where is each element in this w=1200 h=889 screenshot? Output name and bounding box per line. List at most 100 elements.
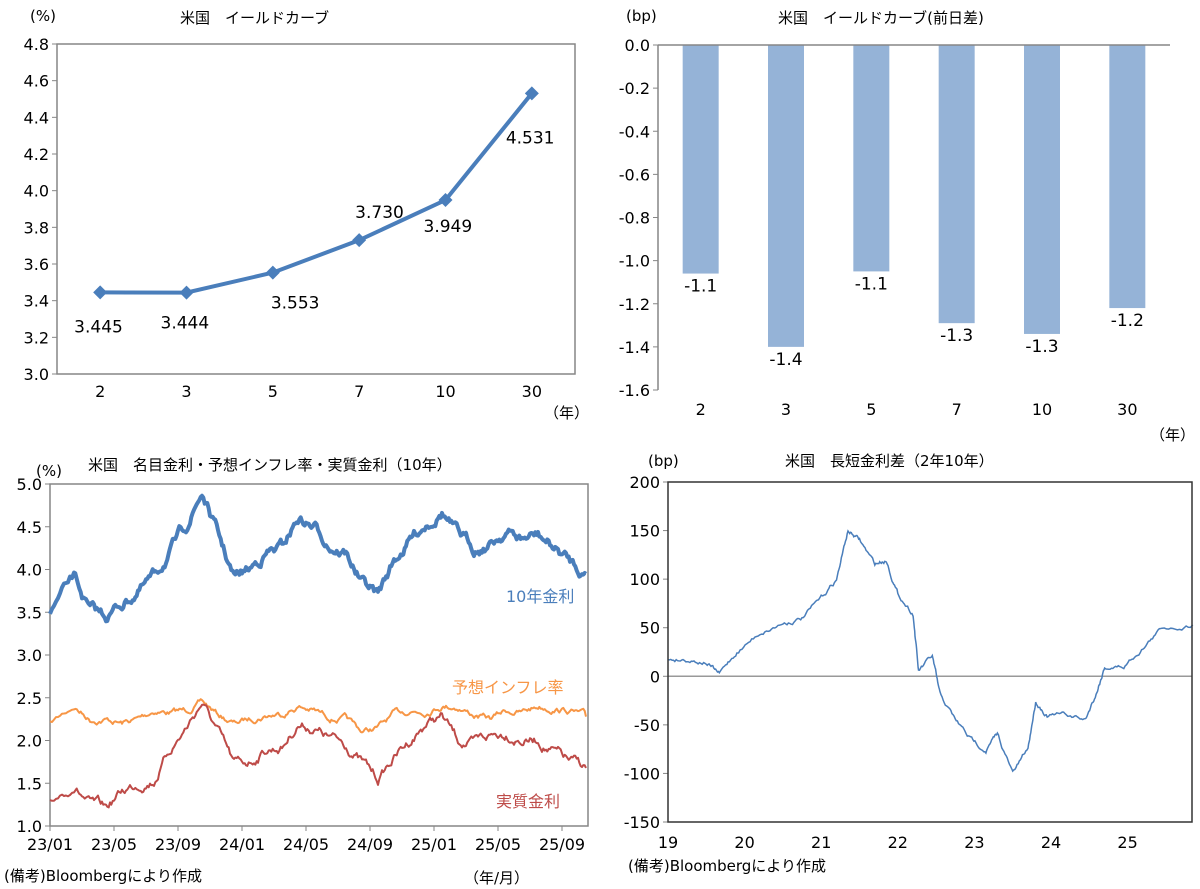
y-tick-label: 3.8 [24, 218, 49, 237]
y-axis-unit: (bp) [626, 7, 657, 25]
y-tick-label: -1.2 [619, 295, 650, 314]
x-axis-unit: （年） [544, 404, 589, 422]
series-line-bei [49, 698, 587, 734]
y-tick-label: 0 [650, 667, 660, 686]
y-tick-label: 2.0 [17, 732, 42, 751]
y-tick-label: 3.0 [24, 365, 49, 384]
y-tick-label: 5.0 [17, 475, 42, 494]
x-tick-label: 24/05 [283, 835, 329, 854]
x-tick-label: 25 [1117, 833, 1137, 852]
y-tick-label: -100 [624, 764, 660, 783]
y-tick-label: 4.6 [24, 72, 49, 91]
x-tick-label: 24 [1041, 833, 1061, 852]
y-tick-label: 3.0 [17, 646, 42, 665]
nominal-bei-real-chart: (%) 米国 名目金利・予想インフレ率・実質金利（10年） (備考)Bloomb… [4, 456, 589, 887]
y-tick-label: 150 [629, 522, 660, 541]
y-tick-label: 4.2 [24, 145, 49, 164]
data-point-marker [524, 86, 539, 101]
data-label: -1.1 [684, 277, 717, 297]
data-label: 3.445 [74, 317, 123, 337]
x-tick-label: 23/01 [27, 835, 73, 854]
data-label: 3.553 [271, 294, 320, 314]
y-tick-label: 1.5 [17, 774, 42, 793]
data-label: 4.531 [506, 128, 555, 148]
chart-title: 米国 名目金利・予想インフレ率・実質金利（10年） [88, 456, 452, 474]
x-tick-label: 10 [435, 382, 455, 401]
x-tick-label: 30 [1117, 400, 1137, 419]
x-tick-label: 25/05 [475, 835, 521, 854]
spread-chart: (bp) 米国 長短金利差（2年10年） (備考)Bloombergにより作成 … [624, 452, 1194, 875]
x-axis-unit: （年/月） [464, 869, 529, 887]
x-tick-label: 5 [866, 400, 876, 419]
y-tick-label: -50 [634, 716, 660, 735]
data-label: 3.949 [424, 217, 473, 237]
x-tick-label: 19 [658, 833, 678, 852]
source-note: (備考)Bloombergにより作成 [628, 857, 826, 875]
y-tick-label: 3.5 [17, 603, 42, 622]
y-tick-label: 200 [629, 473, 660, 492]
y-tick-label: 4.4 [24, 108, 49, 127]
chart-title: 米国 イールドカーブ(前日差) [778, 9, 984, 27]
y-tick-label: 4.0 [17, 561, 42, 580]
x-tick-label: 10 [1032, 400, 1052, 419]
y-tick-label: 4.8 [24, 35, 49, 54]
series-line [100, 92, 534, 295]
yield-curve-chart: (%) 米国 イールドカーブ （年） 3.0 3.2 3.4 3.6 3.8 4.0 4.2… [24, 7, 589, 422]
series-line-spread [667, 529, 1194, 773]
x-axis-unit: （年） [1150, 426, 1195, 444]
y-tick-label: -0.6 [619, 165, 650, 184]
y-tick-label: -1.4 [619, 338, 650, 357]
bar [938, 45, 975, 324]
data-point-marker [93, 285, 108, 300]
data-label: -1.3 [940, 326, 973, 346]
data-label: -1.2 [1111, 311, 1144, 331]
series-line-real [49, 703, 587, 809]
bar [1024, 45, 1060, 334]
x-tick-label: 25/09 [539, 835, 585, 854]
x-tick-label: 2 [95, 382, 105, 401]
data-point-marker [438, 193, 453, 208]
legend-real: 実質金利 [496, 792, 560, 811]
y-tick-label: -0.4 [619, 122, 650, 141]
x-tick-label: 20 [734, 833, 754, 852]
legend-nominal: 10年金利 [506, 587, 574, 606]
x-tick-label: 5 [268, 382, 278, 401]
data-label: -1.3 [1025, 337, 1058, 357]
data-point-marker [265, 265, 280, 280]
x-tick-label: 7 [354, 382, 364, 401]
data-point-marker [352, 233, 367, 248]
y-tick-label: -0.8 [619, 209, 650, 228]
y-tick-label: 3.6 [24, 255, 49, 274]
legend-bei: 予想インフレ率 [452, 678, 564, 697]
y-tick-label: 3.2 [24, 328, 49, 347]
plot-area [56, 43, 576, 375]
plot-area [667, 481, 1193, 823]
y-tick-label: 4.5 [17, 518, 42, 537]
data-label: 3.730 [355, 203, 404, 223]
yield-curve-change-chart: (bp) 米国 イールドカーブ(前日差) （年） 0.0 -0.2 -0.4 -0.6… [619, 7, 1195, 444]
x-tick-label: 3 [181, 382, 191, 401]
y-axis-unit: (%) [36, 462, 62, 480]
data-label: -1.4 [769, 350, 802, 370]
bar [1109, 45, 1146, 309]
y-tick-label: 4.0 [24, 182, 49, 201]
x-tick-label: 30 [522, 382, 542, 401]
y-tick-label: 1.0 [17, 817, 42, 836]
x-tick-label: 24/01 [219, 835, 265, 854]
chart-title: 米国 長短金利差（2年10年） [785, 452, 994, 470]
x-tick-label: 23 [964, 833, 984, 852]
data-label: 3.444 [161, 314, 210, 334]
y-tick-label: -1.0 [619, 252, 650, 271]
y-tick-label: 2.5 [17, 689, 42, 708]
x-tick-label: 23/05 [91, 835, 137, 854]
y-tick-label: 3.4 [24, 292, 49, 311]
bar [853, 45, 890, 272]
y-axis-unit: (bp) [648, 452, 679, 470]
x-tick-label: 22 [888, 833, 908, 852]
chart-title: 米国 イールドカーブ [180, 9, 329, 27]
bar [768, 45, 804, 347]
data-point-marker [179, 285, 194, 300]
data-label: -1.1 [855, 274, 888, 294]
x-tick-label: 25/01 [411, 835, 457, 854]
